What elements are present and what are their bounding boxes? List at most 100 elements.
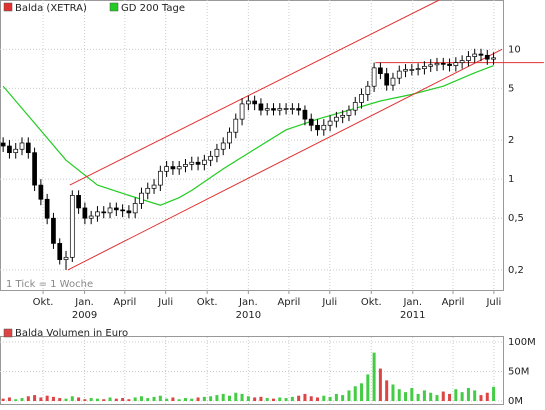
volume-bar (196, 397, 200, 401)
candle-body (145, 187, 151, 194)
candle-body (0, 142, 6, 147)
candle-body (359, 94, 364, 103)
candle-body (51, 217, 56, 244)
volume-bar (297, 395, 301, 401)
candle-body (302, 109, 308, 120)
candle-body (25, 142, 31, 154)
candle-body (57, 243, 63, 260)
note: 1 Tick = 1 Woche (6, 279, 93, 290)
volume-bar (265, 398, 269, 401)
volume-bar (479, 395, 483, 401)
candle-body (201, 159, 207, 165)
volume-bar (165, 398, 169, 401)
candle-body (459, 60, 465, 63)
candle-body (315, 124, 320, 131)
candle-body (371, 67, 377, 87)
volume-bar (127, 399, 131, 401)
volume-bar (1, 398, 5, 401)
volume-bar (422, 390, 426, 401)
volume-bar (391, 384, 395, 401)
volume-bar (466, 388, 470, 401)
x-tick-label: Jan. (74, 297, 94, 308)
volume-bar (259, 396, 263, 401)
volume-bar (284, 398, 288, 401)
candle-body (151, 184, 157, 189)
candle-body (409, 69, 415, 71)
x-tick-label: Okt. (361, 297, 382, 308)
volume-bar (253, 397, 257, 401)
y-tick-label: 0,2 (508, 265, 524, 276)
candle-body (271, 108, 276, 111)
volume-bar (45, 395, 49, 401)
candle-body (170, 166, 176, 170)
candle-body (101, 211, 107, 214)
candle-body (422, 65, 427, 70)
y-tick-label: 5 (508, 83, 514, 94)
candle-body (7, 145, 12, 154)
x-tick-label: Juli (321, 297, 337, 308)
candle-body (132, 203, 138, 214)
volume-bar (7, 397, 11, 401)
volume-bar (20, 398, 24, 401)
candle-body (365, 85, 371, 95)
volume-bar (441, 391, 445, 401)
volume-bar (334, 393, 338, 401)
candle-body (428, 64, 434, 67)
volume-bar (372, 352, 376, 401)
candle-body (63, 256, 69, 260)
volume-bar (114, 398, 118, 401)
candle-body (139, 192, 144, 204)
trend-line (69, 0, 440, 186)
volume-bar (385, 380, 389, 401)
candle-body (340, 115, 346, 118)
candle-body (277, 108, 283, 111)
volume-bar (183, 398, 187, 401)
x-tick-label: Juli (157, 297, 173, 308)
volume-bar (77, 397, 81, 401)
x-year-label: 2011 (400, 310, 425, 321)
y-tick-label: 0,5 (508, 213, 524, 224)
volume-bar (108, 397, 112, 401)
candle-body (447, 63, 452, 66)
candle-body (334, 116, 339, 122)
x-tick-label: April (277, 297, 300, 308)
candle-body (220, 142, 226, 150)
volume-bar (215, 395, 219, 401)
x-year-label: 2010 (236, 310, 261, 321)
candle-body (239, 103, 245, 120)
volume-bar (33, 395, 37, 401)
legend-swatch (3, 328, 13, 338)
candle-body (403, 69, 408, 72)
volume-bar (246, 396, 250, 401)
candle-body (164, 166, 169, 172)
volume-bar (64, 398, 68, 401)
volume-bar (133, 397, 137, 401)
volume-bar (397, 389, 401, 401)
legend-swatch (109, 2, 119, 12)
volume-bar (410, 388, 414, 401)
volume-bar (58, 398, 62, 401)
volume-bar (404, 392, 408, 401)
legend-label: Balda (XETRA) (15, 3, 87, 14)
volume-bar (70, 396, 74, 401)
legend-label: GD 200 Tage (121, 3, 185, 14)
y-tick-label: 10 (508, 44, 521, 55)
volume-bar (341, 395, 345, 401)
candle-body (32, 152, 37, 186)
candle-body (252, 100, 257, 105)
candle-body (69, 195, 75, 258)
candle-body (107, 207, 113, 214)
x-tick-label: Jan. (402, 297, 422, 308)
x-tick-label: Okt. (33, 297, 54, 308)
candle-body (183, 164, 188, 167)
candle-body (290, 108, 295, 110)
volume-bar (416, 393, 420, 401)
x-tick-label: Okt. (197, 297, 218, 308)
candle-body (453, 62, 459, 66)
x-tick-label: Jan. (238, 297, 258, 308)
volume-frame (0, 336, 504, 405)
candle-body (44, 198, 50, 219)
y-tick-label: 2 (508, 135, 514, 146)
candle-body (88, 215, 94, 219)
volume-bar (146, 398, 150, 401)
